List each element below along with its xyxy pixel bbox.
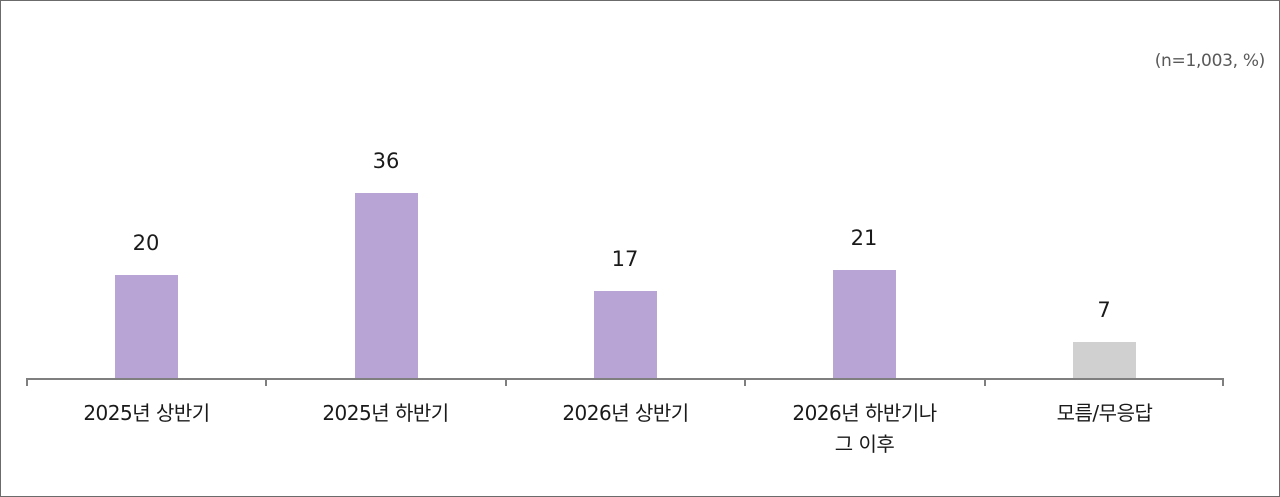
bar-dont-know (1072, 342, 1136, 378)
x-axis-label: 2025년 상반기 (27, 398, 266, 429)
bar-value-label: 20 (132, 231, 160, 255)
x-axis-label-line: 2026년 상반기 (562, 401, 689, 425)
bar-value-label: 36 (372, 149, 400, 173)
x-axis-tick (265, 378, 267, 386)
bar-2025-h2 (354, 193, 418, 378)
x-axis-line (26, 378, 1224, 380)
x-axis-label-line: 모름/무응답 (1056, 401, 1153, 425)
bar-2026-h2-or-later (832, 270, 896, 378)
bar-2025-h1 (114, 275, 178, 378)
x-axis-label: 2025년 하반기 (266, 398, 505, 429)
bar-2026-h1 (593, 291, 657, 378)
x-axis-label-line: 2025년 하반기 (322, 401, 449, 425)
bar-value-label: 17 (611, 247, 639, 271)
x-axis-tick (505, 378, 507, 386)
x-axis-label: 모름/무응답 (985, 398, 1224, 429)
sample-size-note: (n=1,003, %) (1154, 51, 1266, 71)
x-axis-tick (26, 378, 28, 386)
x-axis-label-line: 2026년 하반기나 (792, 401, 937, 425)
x-axis-label-line: 2025년 상반기 (83, 401, 210, 425)
x-axis-tick (1222, 378, 1224, 386)
bar-value-label: 7 (1097, 298, 1111, 322)
x-axis-label: 2026년 하반기나 그 이후 (745, 398, 984, 460)
bar-value-label: 21 (850, 226, 878, 250)
x-axis-tick (984, 378, 986, 386)
x-axis-label: 2026년 상반기 (506, 398, 745, 429)
x-axis-label-line: 그 이후 (834, 432, 895, 456)
x-axis-tick (744, 378, 746, 386)
